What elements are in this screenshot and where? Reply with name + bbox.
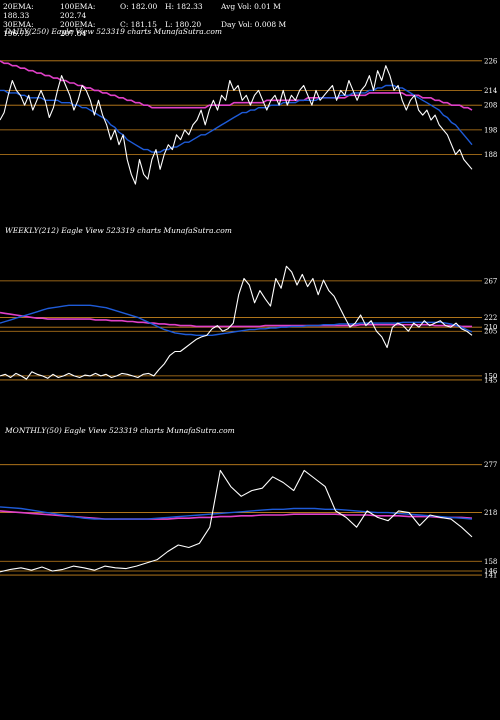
ema20-value: 20EMA: 188.33: [3, 2, 34, 20]
ema-slow-line: [0, 311, 472, 328]
level-label-2: 208: [484, 102, 497, 110]
level-label-1: 218: [484, 509, 497, 517]
level-label-0: 277: [484, 461, 497, 469]
daily-chart: 226 214 208 198 188: [0, 57, 498, 185]
stats-header: 20EMA: 188.33 100EMA: 202.74 O: 182.00 H…: [3, 2, 497, 38]
level-label-3: 205: [484, 328, 497, 336]
level-label-1: 214: [484, 87, 498, 95]
ema30-value: 30EMA: 196.73: [3, 20, 34, 38]
level-label-3: 198: [484, 126, 497, 134]
monthly-chart-caption: MONTHLY(50) Eagle View 523319 charts Mun…: [5, 426, 235, 435]
level-label-4: 141: [484, 572, 497, 580]
price-line: [0, 469, 473, 573]
ema-fast-line: [0, 84, 473, 153]
level-label-1: 222: [484, 314, 497, 322]
ema100-value: 100EMA: 202.74: [60, 2, 96, 20]
day-vol-value: Day Vol: 0.008 M: [221, 20, 287, 29]
price-line: [0, 65, 473, 185]
ema-fast-line: [0, 506, 473, 520]
open-value: O: 182.00: [120, 2, 158, 11]
ema-slow-line: [0, 60, 473, 111]
level-label-2: 158: [484, 558, 497, 566]
high-value: H: 182.33: [165, 2, 203, 11]
close-value: C: 181.15: [120, 20, 157, 29]
level-label-0: 226: [484, 57, 498, 65]
ema200-value: 200EMA: 207.84: [60, 20, 96, 38]
weekly-chart-caption: WEEKLY(212) Eagle View 523319 charts Mun…: [5, 226, 232, 235]
daily-chart-caption: DAILY(250) Eagle View 523319 charts Muna…: [5, 27, 222, 36]
level-label-3: 146: [484, 568, 498, 576]
level-label-2: 210: [484, 324, 497, 332]
level-label-5: 145: [484, 376, 497, 384]
level-label-4: 150: [484, 372, 497, 380]
avg-vol-value: Avg Vol: 0.01 M: [221, 2, 281, 11]
price-line: [0, 265, 473, 380]
low-value: L: 180.20: [165, 20, 202, 29]
level-label-4: 188: [484, 151, 497, 159]
level-label-0: 267: [484, 277, 497, 285]
ema-fast-line: [0, 304, 473, 337]
